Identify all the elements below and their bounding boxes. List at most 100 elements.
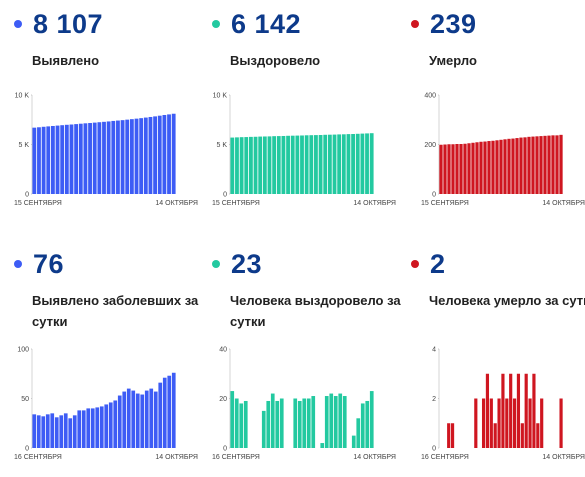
bar bbox=[551, 135, 555, 194]
bar bbox=[104, 404, 109, 448]
bar bbox=[239, 137, 244, 194]
chart-detected: 0 5 K 10 K 15 СЕНТЯБРЯ 14 ОКТЯБРЯ bbox=[14, 93, 198, 208]
bar bbox=[258, 136, 263, 194]
bar bbox=[295, 135, 300, 194]
x-start-label: 16 СЕНТЯБРЯ bbox=[212, 454, 260, 461]
bar bbox=[262, 136, 267, 194]
y-tick-label: 10 K bbox=[15, 93, 30, 100]
bar bbox=[337, 134, 342, 194]
bar bbox=[248, 136, 253, 194]
bar bbox=[491, 140, 495, 194]
total-died-label: Умерло bbox=[429, 53, 477, 68]
bar bbox=[320, 443, 325, 448]
bar bbox=[102, 121, 106, 194]
bar bbox=[92, 122, 97, 194]
bar bbox=[261, 410, 266, 448]
bar bbox=[360, 133, 365, 194]
bar bbox=[106, 121, 111, 194]
bar bbox=[60, 125, 65, 194]
bar bbox=[167, 375, 172, 448]
bar bbox=[234, 398, 239, 448]
bar bbox=[81, 410, 86, 448]
bar bbox=[153, 391, 158, 448]
bar bbox=[239, 403, 244, 448]
bar bbox=[63, 413, 68, 448]
bar bbox=[290, 135, 295, 194]
y-tick-label: 0 bbox=[25, 446, 29, 453]
y-tick-label: 20 bbox=[219, 396, 227, 403]
bar bbox=[129, 119, 134, 194]
bar bbox=[332, 134, 337, 194]
series-dot-icon bbox=[212, 260, 220, 268]
x-start-label: 15 СЕНТЯБРЯ bbox=[14, 200, 62, 207]
series-dot-icon bbox=[14, 260, 22, 268]
bar bbox=[162, 377, 167, 448]
bar bbox=[158, 382, 163, 448]
y-tick-label: 0 bbox=[432, 192, 436, 199]
total-detected-number: 8 107 bbox=[33, 8, 104, 39]
bar bbox=[306, 398, 311, 448]
bar bbox=[318, 134, 323, 194]
stat-header: 76 bbox=[14, 246, 64, 282]
bar bbox=[505, 398, 509, 448]
bar bbox=[45, 414, 50, 448]
x-end-label: 14 ОКТЯБРЯ bbox=[542, 454, 585, 461]
chart-died-daily: 0 2 4 16 СЕНТЯБРЯ 14 ОКТЯБРЯ bbox=[421, 347, 585, 462]
chart-died: 0 200 400 15 СЕНТЯБРЯ 14 ОКТЯБРЯ bbox=[421, 93, 585, 208]
bar bbox=[475, 142, 479, 194]
bar bbox=[300, 135, 304, 194]
y-tick-label: 400 bbox=[424, 93, 436, 100]
bar bbox=[95, 407, 100, 448]
y-tick-label: 0 bbox=[432, 446, 436, 453]
bar bbox=[286, 135, 290, 194]
bar bbox=[459, 144, 463, 194]
bar bbox=[108, 402, 113, 448]
x-end-label: 14 ОКТЯБРЯ bbox=[155, 200, 198, 207]
total-died-number: 239 bbox=[430, 8, 477, 39]
bar bbox=[483, 141, 487, 194]
bar bbox=[499, 139, 503, 194]
bar bbox=[162, 114, 167, 194]
bar bbox=[72, 415, 77, 448]
bar bbox=[487, 141, 491, 194]
x-end-label: 14 ОКТЯБРЯ bbox=[155, 454, 198, 461]
bar bbox=[493, 423, 497, 448]
bar bbox=[69, 124, 74, 194]
bar bbox=[54, 417, 59, 448]
bar bbox=[439, 144, 443, 194]
daily-recovered-label: Человека выздоровело за сутки bbox=[230, 293, 401, 329]
bar bbox=[535, 136, 539, 194]
bar bbox=[243, 400, 248, 448]
y-tick-label: 0 bbox=[25, 192, 29, 199]
bar bbox=[78, 123, 83, 194]
total-recovered-number: 6 142 bbox=[231, 8, 302, 39]
bar bbox=[32, 127, 37, 194]
bar bbox=[523, 137, 527, 194]
bar bbox=[50, 413, 55, 448]
bar bbox=[443, 144, 447, 194]
bar bbox=[450, 423, 455, 448]
bar bbox=[455, 144, 459, 194]
bar bbox=[512, 398, 517, 448]
bar bbox=[559, 134, 563, 194]
bar bbox=[117, 395, 122, 448]
bar bbox=[314, 135, 318, 194]
bar bbox=[126, 388, 131, 448]
bar bbox=[497, 398, 501, 448]
bar bbox=[311, 396, 316, 448]
bar bbox=[46, 126, 51, 194]
bar bbox=[447, 423, 451, 448]
bar bbox=[281, 135, 286, 194]
total-detected-label: Выявлено bbox=[32, 53, 100, 68]
bar bbox=[528, 398, 532, 448]
bar bbox=[97, 122, 102, 194]
bar bbox=[520, 423, 524, 448]
bar bbox=[88, 123, 92, 194]
bar bbox=[297, 400, 302, 448]
x-end-label: 14 ОКТЯБРЯ bbox=[542, 200, 585, 207]
bar bbox=[59, 415, 64, 448]
y-tick-label: 5 K bbox=[216, 142, 227, 149]
bar bbox=[77, 410, 82, 448]
bar bbox=[143, 117, 148, 194]
bar bbox=[68, 418, 73, 448]
